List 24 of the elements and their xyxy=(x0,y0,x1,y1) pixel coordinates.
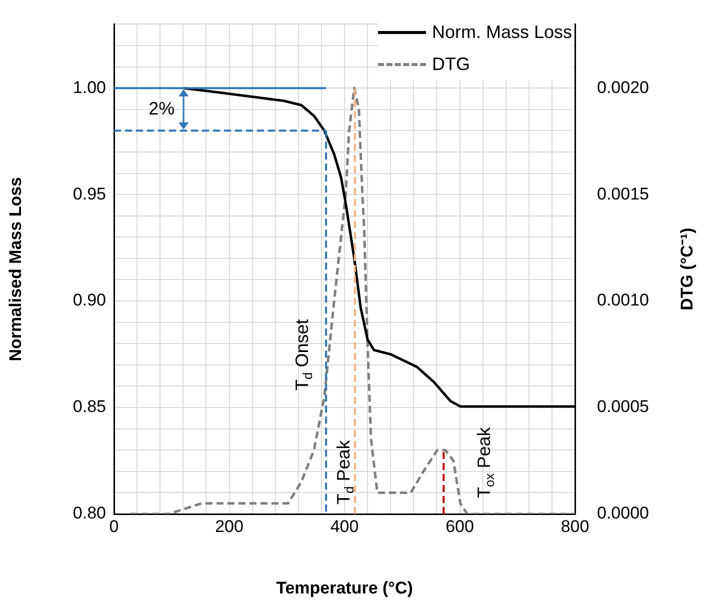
x-tick-label: 600 xyxy=(446,516,474,536)
y-tick-label: 0.80 xyxy=(72,504,106,523)
legend-label: DTG xyxy=(432,54,470,74)
y-tick-label: 0.85 xyxy=(72,397,106,416)
y2-tick-label: 0.0000 xyxy=(597,504,649,523)
legend-label: Norm. Mass Loss xyxy=(432,22,572,42)
x-tick-label: 0 xyxy=(109,516,119,536)
y-tick-label: 1.00 xyxy=(72,78,106,97)
annotation: Tox Peak xyxy=(474,426,498,498)
x-tick-label: 400 xyxy=(330,516,359,536)
y-axis-title: Normalised Mass Loss xyxy=(6,176,25,362)
annotation: 2% xyxy=(148,98,175,118)
x-axis-title: Temperature (°C) xyxy=(276,578,413,598)
annotation: Td Peak xyxy=(333,439,356,504)
y-tick-label: 0.95 xyxy=(72,184,106,204)
y2-axis-title: DTG (°C⁻¹) xyxy=(678,228,697,310)
x-tick-label: 200 xyxy=(215,516,244,536)
y2-tick-label: 0.0005 xyxy=(597,397,649,416)
y2-tick-label: 0.0015 xyxy=(597,184,649,204)
annotation: Td Onset xyxy=(292,319,315,390)
y-tick-label: 0.90 xyxy=(72,290,106,310)
y2-tick-label: 0.0010 xyxy=(597,290,649,310)
x-tick-label: 800 xyxy=(560,516,590,536)
y2-tick-label: 0.0020 xyxy=(597,78,649,97)
